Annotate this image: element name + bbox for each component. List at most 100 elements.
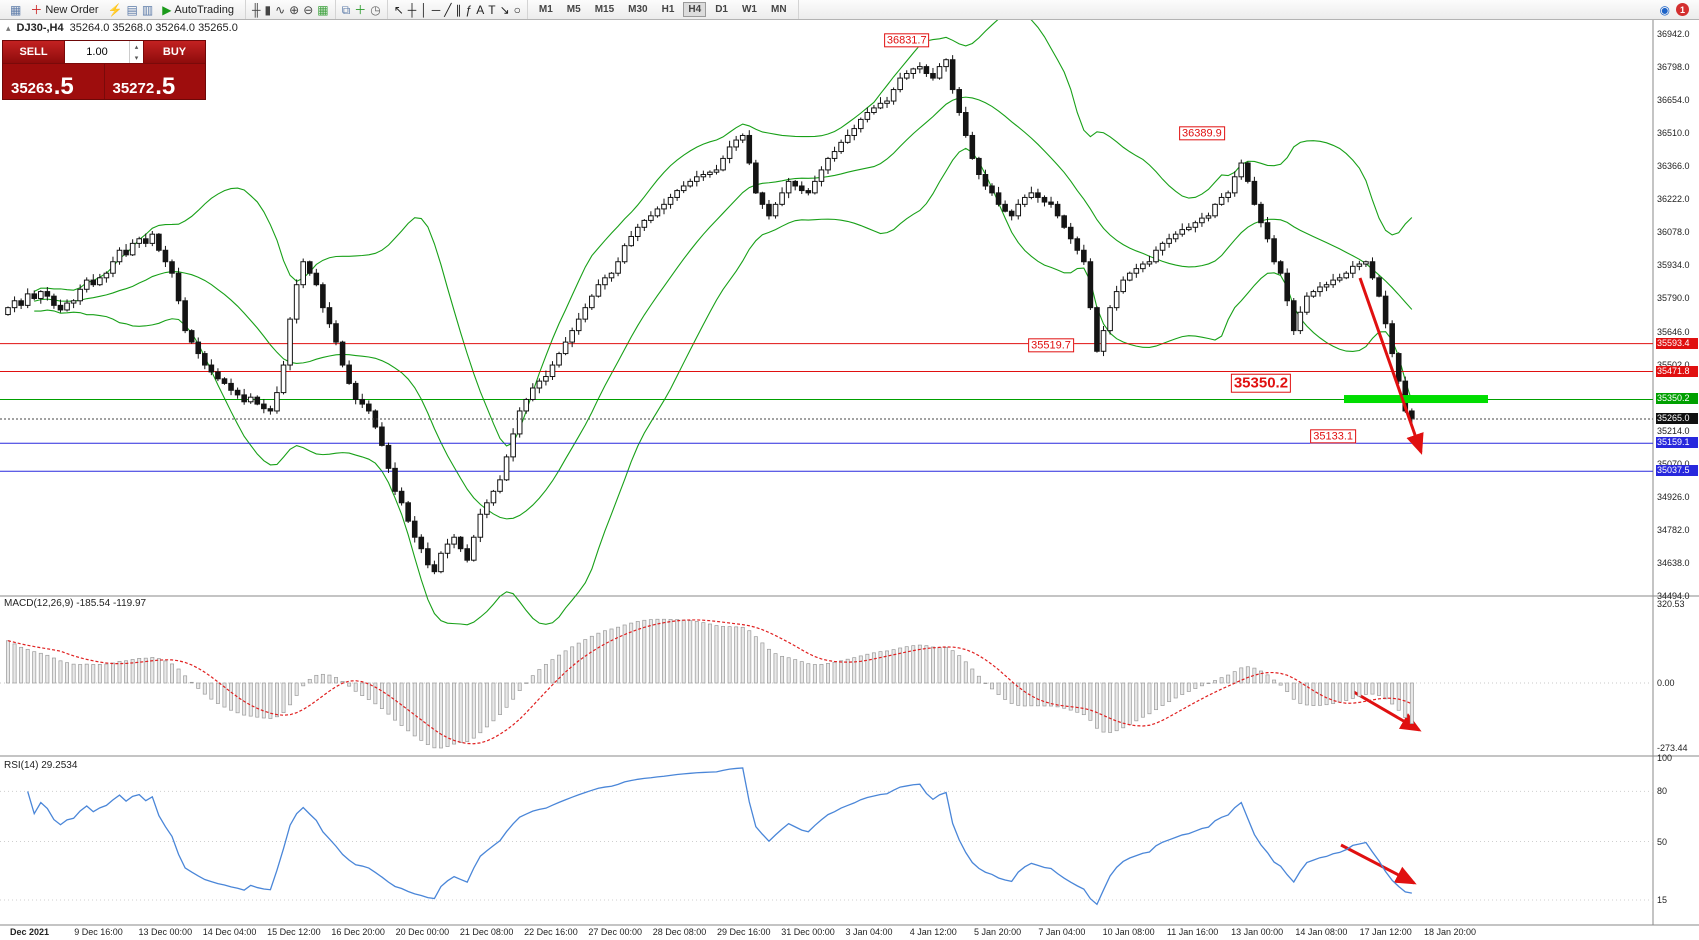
data-window-icon[interactable]: ▥ xyxy=(141,2,154,17)
macd-histogram-bar xyxy=(1272,679,1277,684)
volume-down-button[interactable]: ▾ xyxy=(134,54,139,62)
candle-body xyxy=(1120,279,1127,293)
macd-histogram-bar xyxy=(1121,682,1126,729)
timeframe-h1[interactable]: H1 xyxy=(661,4,675,15)
volume-stepper[interactable]: 1.00 ▴ ▾ xyxy=(65,41,143,63)
price-callout-35133.1[interactable]: 35133.1 xyxy=(1310,429,1356,444)
line-chart-icon[interactable]: ∿ xyxy=(275,2,286,17)
timeframe-m5[interactable]: M5 xyxy=(566,4,581,15)
macd-histogram-bar xyxy=(91,664,96,684)
candle-body xyxy=(57,304,64,311)
macd-histogram-bar xyxy=(465,682,470,742)
macd-histogram-bar xyxy=(471,682,476,739)
macd-histogram-bar xyxy=(1101,682,1106,733)
timeframe-m1[interactable]: M1 xyxy=(538,4,553,15)
lightning-icon[interactable]: ⚡ xyxy=(107,2,123,17)
highlight-zone[interactable] xyxy=(1344,395,1488,404)
sell-button[interactable]: SELL xyxy=(3,41,65,63)
horizontal-line-icon[interactable]: ─ xyxy=(431,2,441,17)
candle-body xyxy=(1251,180,1258,205)
zoom-out-icon[interactable]: ⊖ xyxy=(303,2,314,17)
channel-icon[interactable]: ∥ xyxy=(455,2,462,17)
macd-histogram-bar xyxy=(1377,682,1381,696)
price-callout-35519.7[interactable]: 35519.7 xyxy=(1028,338,1074,353)
tile-windows-icon[interactable]: ▦ xyxy=(317,2,329,17)
timeframe-d1[interactable]: D1 xyxy=(715,4,728,15)
trendline-icon[interactable]: ╱ xyxy=(444,2,452,17)
price-callout-35350.2[interactable]: 35350.2 xyxy=(1230,374,1292,394)
macd-histogram-bar xyxy=(379,682,384,709)
crosshair-icon[interactable]: ┼ xyxy=(407,2,417,17)
text-icon[interactable]: A xyxy=(476,2,485,17)
price-tick: 34926.0 xyxy=(1657,491,1690,502)
toolbar-group: ▦ ＋ New Order ⚡ ▤ ▥ ▶ AutoTrading xyxy=(4,0,246,19)
notification-badge[interactable]: 1 xyxy=(1676,3,1689,16)
candle-body xyxy=(300,261,306,286)
search-icon[interactable]: ◉ xyxy=(1659,2,1670,17)
macd-histogram-bar xyxy=(1062,682,1067,709)
timeframe-m15[interactable]: M15 xyxy=(594,4,615,15)
trend-arrow-rsi[interactable] xyxy=(1340,843,1417,885)
label-icon[interactable]: T xyxy=(488,2,496,17)
price-callout-36389.9[interactable]: 36389.9 xyxy=(1179,126,1225,141)
macd-tick: 320.53 xyxy=(1657,599,1685,609)
new-order-button[interactable]: ＋ New Order xyxy=(25,2,103,18)
rsi-indicator-label: RSI(14) 29.2534 xyxy=(4,760,78,771)
candle-body xyxy=(713,169,720,173)
cursor-icon[interactable]: ↖ xyxy=(393,2,404,17)
volume-stepper-arrows: ▴ ▾ xyxy=(129,41,143,63)
macd-histogram-bar xyxy=(150,657,155,684)
macd-histogram-bar xyxy=(65,662,69,684)
volume-value[interactable]: 1.00 xyxy=(86,46,108,58)
buy-button[interactable]: BUY xyxy=(143,41,205,63)
new-chart-icon[interactable]: ⧉ xyxy=(341,2,351,17)
timeframe-w1[interactable]: W1 xyxy=(741,4,757,15)
price-callout-36831.7[interactable]: 36831.7 xyxy=(883,33,930,48)
price-tag-35037.5: 35037.5 xyxy=(1656,465,1698,477)
candle-body xyxy=(936,66,943,79)
sell-price[interactable]: 35263 .5 xyxy=(3,64,104,99)
macd-histogram-bar xyxy=(1311,682,1316,706)
macd-histogram-bar xyxy=(439,682,443,749)
macd-histogram-bar xyxy=(1232,671,1237,684)
candle-body xyxy=(274,392,280,412)
candle-body xyxy=(1140,263,1146,270)
macd-histogram-bar xyxy=(767,648,771,684)
chart-window-icon[interactable]: ▦ xyxy=(10,2,22,17)
zoom-in-icon[interactable]: ⊕ xyxy=(289,2,300,17)
arrow-tool-icon[interactable]: ↘ xyxy=(499,2,510,17)
cycles-icon[interactable]: ◷ xyxy=(370,2,381,17)
candle-body xyxy=(142,238,149,244)
vertical-line-icon[interactable]: │ xyxy=(420,2,428,17)
candlestick-chart-icon[interactable]: ▮ xyxy=(264,2,272,17)
candle-body xyxy=(700,174,707,178)
trend-arrow-main[interactable] xyxy=(1358,277,1424,455)
timeframe-h4[interactable]: H4 xyxy=(683,2,707,17)
autotrading-button[interactable]: ▶ AutoTrading xyxy=(157,2,239,18)
shapes-icon[interactable]: ○ xyxy=(513,2,521,17)
time-label: 21 Dec 08:00 xyxy=(459,927,514,937)
macd-histogram-bar xyxy=(176,668,181,684)
macd-histogram-bar xyxy=(530,675,535,684)
timeframe-m30[interactable]: M30 xyxy=(628,4,648,15)
trend-arrow-macd[interactable] xyxy=(1351,689,1422,732)
add-indicator-icon[interactable]: ＋ xyxy=(354,2,367,17)
macd-histogram-bar xyxy=(990,682,994,690)
timeframe-mn[interactable]: MN xyxy=(770,4,787,15)
price-tick: 36510.0 xyxy=(1657,128,1690,139)
main-chart-canvas[interactable] xyxy=(0,20,1699,940)
candle-body xyxy=(864,112,871,120)
buy-price[interactable]: 35272 .5 xyxy=(103,64,206,100)
volume-up-button[interactable]: ▴ xyxy=(134,43,139,51)
macd-histogram-bar xyxy=(1226,674,1231,684)
macd-histogram-bar xyxy=(1081,682,1086,716)
macd-histogram-bar xyxy=(189,681,194,684)
candle-body xyxy=(64,302,70,311)
bar-chart-icon[interactable]: ╫ xyxy=(251,2,261,17)
fibonacci-icon[interactable]: ƒ xyxy=(465,2,473,17)
buy-price-fraction: .5 xyxy=(155,72,176,100)
macd-signal-line xyxy=(7,619,1413,745)
market-watch-icon[interactable]: ▤ xyxy=(126,2,138,17)
rsi-tick: 50 xyxy=(1657,836,1668,847)
macd-histogram-bar xyxy=(931,646,935,684)
